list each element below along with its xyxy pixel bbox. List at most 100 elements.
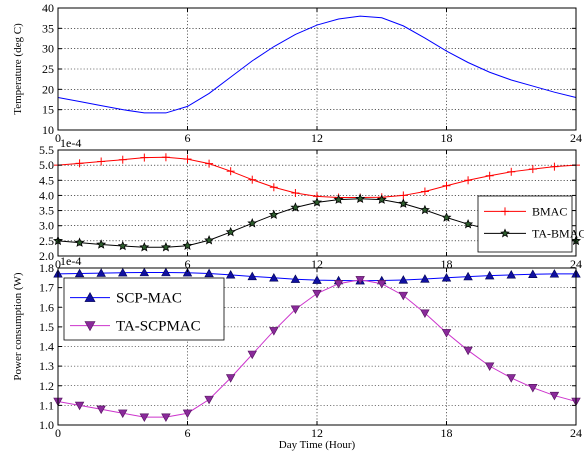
data-point [312,289,322,299]
data-point [290,202,301,212]
y-axis-label: Power consumption (W) [12,272,24,380]
data-point [528,269,538,278]
data-point [290,274,301,283]
data-point [485,171,494,180]
data-point [161,413,171,422]
data-point [463,271,473,281]
y-tick-label: 2.0 [39,249,54,263]
data-point [484,362,495,371]
y-tick-label: 35 [42,21,54,35]
x-tick-label: 12 [311,426,323,440]
x-tick-label: 24 [570,426,582,440]
data-point [161,267,171,277]
data-point [74,401,85,411]
legend-box [63,277,225,341]
data-point [96,268,106,277]
data-point [204,235,215,245]
data-point [506,374,516,383]
chart-panel-3: 0 6 12 18 24 1.0 1.1 1.2 1.3 1.4 1.5 1.6 1.7 1.8 1e-4 P… [12,254,582,451]
data-point [506,270,516,279]
legend-marker [500,228,510,238]
data-point [420,187,429,196]
y-tick-label: 1.7 [39,281,54,295]
data-point [118,409,128,419]
y-tick-label: 4.0 [39,188,54,202]
y-tick-label: 40 [42,1,54,15]
series-line-1 [57,15,577,114]
data-point [96,239,107,249]
legend-marker [84,321,96,332]
y-tick-label: 20 [42,82,54,96]
data-point [97,157,106,166]
y-tick-label: 1.4 [39,340,54,354]
x-tick-label: 0 [55,257,61,271]
data-point [464,176,473,185]
data-point [182,409,193,419]
y-tick-label: 3.5 [39,204,54,218]
axis-offset-label: 1e-4 [60,254,81,268]
data-point [74,268,85,278]
data-point [268,209,279,220]
data-point [398,275,409,284]
data-point [247,218,258,228]
x-tick-label: 6 [185,257,191,271]
y-tick-label: 5.5 [39,143,54,157]
x-tick-label: 18 [441,131,453,145]
y-tick-label: 1.1 [39,398,54,412]
axis-offset-label: 1e-4 [60,136,81,150]
data-point [161,153,170,162]
data-point [74,237,85,247]
data-point [225,374,236,383]
data-point [333,280,344,289]
data-point [139,241,150,252]
data-point [118,267,128,277]
x-tick-label: 18 [441,426,453,440]
data-point [419,204,430,215]
legend-marker [501,207,509,216]
legend-label: BMAC [532,204,567,218]
data-point [484,270,495,280]
x-tick-label: 0 [55,426,61,440]
y-tick-label: 4.5 [39,173,54,187]
x-tick-label: 24 [570,131,582,145]
data-point [160,241,171,252]
y-tick-label: 5.0 [39,158,54,172]
y-tick-label: 1.5 [39,320,54,334]
data-point [204,395,214,405]
data-point [333,194,344,204]
y-tick-label: 10 [42,123,54,137]
data-point [182,240,193,250]
x-tick-label: 6 [185,426,191,440]
data-point [420,309,430,318]
data-point [225,270,236,279]
data-point [463,218,474,229]
y-tick-label: 25 [42,62,54,76]
data-point [75,159,84,168]
data-point [442,181,451,190]
data-point [118,155,127,164]
data-point [441,272,452,282]
y-tick-label: 3.0 [39,219,54,233]
data-point [528,165,537,174]
data-point [549,391,560,401]
data-point [117,240,128,251]
legend-label: SCP-MAC [116,291,182,307]
data-point [290,305,301,315]
y-tick-label: 1.8 [39,261,54,275]
data-point [247,350,257,360]
legend: SCP-MAC TA-SCPMAC [63,277,225,341]
y-tick-label: 15 [42,103,54,117]
y-axis-label: Temperature (deg C) [12,23,24,115]
y-tick-label: 2.5 [39,234,54,248]
data-point [398,198,409,208]
data-point [183,155,192,164]
data-point [312,275,322,284]
data-point [377,280,387,289]
data-point [247,271,257,281]
data-point [248,175,257,184]
data-point [463,346,473,356]
legend-box [477,195,573,253]
data-point [355,276,365,285]
x-tick-label: 6 [185,131,191,145]
